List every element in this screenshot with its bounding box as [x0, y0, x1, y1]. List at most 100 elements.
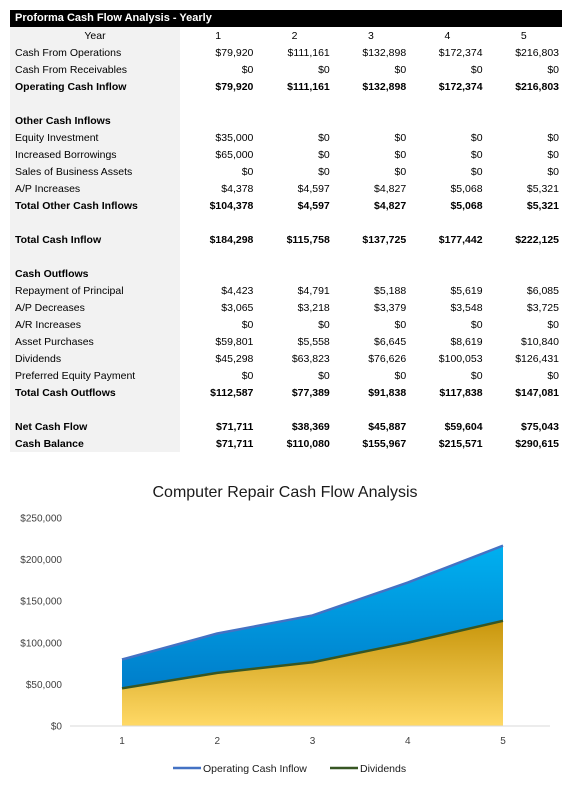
row-value: $104,378 [209, 199, 254, 212]
y-tick-label: $150,000 [20, 597, 62, 608]
spacer-row [10, 95, 562, 112]
row-value: $0 [547, 63, 559, 76]
row-label: Operating Cash Inflow [10, 78, 180, 95]
spacer-cell [409, 248, 485, 265]
table-row: Total Other Cash Inflows $104,378 $4,597 $4… [10, 197, 562, 214]
spacer-cell [10, 95, 180, 112]
row-value: $0 [394, 148, 407, 161]
table-row: Sales of Business Assets $0 $0 $0 $0 $0 [10, 163, 562, 180]
table-header-row: Year 1 2 3 4 5 [10, 27, 562, 44]
year-column-header: 1 [215, 29, 222, 42]
row-value: $4,791 [297, 284, 330, 297]
row-value: $0 [394, 318, 407, 331]
table-row: Total Cash Inflow $184,298 $115,758 $137,72… [10, 231, 562, 248]
row-value: $0 [318, 131, 330, 144]
row-value: $0 [241, 63, 254, 76]
chart-canvas: Computer Repair Cash Flow Analysis $0 $50,… [20, 484, 550, 775]
row-value [409, 112, 485, 129]
table-row: A/P Increases $4,378 $4,597 $4,827 $5,068 $5,… [10, 180, 562, 197]
row-label: Other Cash Inflows [10, 112, 180, 129]
row-label: Preferred Equity Payment [10, 367, 180, 384]
row-value: $0 [318, 369, 330, 382]
row-value: $0 [470, 369, 483, 382]
cash-flow-chart: Computer Repair Cash Flow Analysis $0 $50,… [0, 470, 570, 787]
row-value: $77,389 [291, 386, 330, 399]
table-row: Preferred Equity Payment $0 $0 $0 $0 $0 [10, 367, 562, 384]
spacer-cell [333, 95, 409, 112]
row-label: Total Cash Inflow [10, 231, 180, 248]
x-tick-label: 5 [500, 736, 506, 747]
row-label: Cash Balance [10, 435, 180, 452]
row-value: $0 [394, 63, 407, 76]
year-column-header: 3 [368, 29, 374, 42]
row-value: $4,378 [221, 182, 254, 195]
y-tick-label: $50,000 [26, 680, 63, 691]
spacer-row [10, 214, 562, 231]
row-value: $0 [470, 318, 483, 331]
legend-label: Dividends [360, 763, 406, 775]
row-value: $65,000 [215, 148, 254, 161]
row-value: $3,065 [221, 301, 254, 314]
row-label: A/R Increases [10, 316, 180, 333]
table-row: Repayment of Principal $4,423 $4,791 $5,188… [10, 282, 562, 299]
row-value: $290,615 [515, 437, 559, 450]
row-value: $132,898 [362, 80, 407, 93]
row-value: $0 [394, 369, 407, 382]
table-row: Total Cash Outflows $112,587 $77,389 $91,83… [10, 384, 562, 401]
row-value: $110,080 [286, 437, 330, 450]
row-value: $79,920 [215, 80, 254, 93]
row-value: $6,085 [526, 284, 559, 297]
row-label: A/P Decreases [10, 299, 180, 316]
row-value [486, 265, 562, 282]
table-row: Other Cash Inflows [10, 112, 562, 129]
row-value: $5,188 [374, 284, 407, 297]
row-value: $0 [547, 369, 559, 382]
row-value: $100,053 [438, 352, 483, 365]
table-row: Equity Investment $35,000 $0 $0 $0 $0 [10, 129, 562, 146]
row-value: $216,803 [515, 46, 559, 59]
row-value: $117,838 [439, 386, 483, 399]
row-label: Net Cash Flow [10, 418, 180, 435]
row-value: $5,068 [450, 182, 483, 195]
spacer-cell [333, 248, 409, 265]
row-value: $45,887 [368, 420, 407, 433]
row-value: $0 [547, 165, 559, 178]
row-value: $71,711 [216, 420, 254, 433]
cash-flow-table: Year 1 2 3 4 5 Cash From Operations $79,920 $111… [10, 27, 562, 452]
spacer-cell [256, 401, 332, 418]
row-value: $5,068 [450, 199, 483, 212]
row-value: $0 [470, 165, 483, 178]
row-value: $5,321 [526, 199, 559, 212]
row-value: $0 [241, 318, 254, 331]
row-value: $172,374 [438, 46, 483, 59]
x-tick-label: 2 [214, 736, 220, 747]
row-value: $35,000 [215, 131, 254, 144]
cash-flow-report: Proforma Cash Flow Analysis - Yearly Yea… [10, 10, 562, 452]
row-label: Total Other Cash Inflows [10, 197, 180, 214]
spacer-cell [333, 214, 409, 231]
row-value: $184,298 [209, 233, 254, 246]
row-value: $0 [547, 131, 559, 144]
row-value: $0 [470, 148, 483, 161]
row-value: $177,442 [438, 233, 483, 246]
row-value: $76,626 [368, 352, 407, 365]
row-value [256, 112, 332, 129]
row-value: $10,840 [521, 335, 559, 348]
spacer-cell [409, 401, 485, 418]
spacer-cell [333, 401, 409, 418]
row-value: $71,711 [216, 437, 254, 450]
table-row: Cash Outflows [10, 265, 562, 282]
row-value: $0 [318, 318, 330, 331]
series-line-0 [121, 544, 504, 661]
row-label: Total Cash Outflows [10, 384, 180, 401]
row-value: $155,967 [362, 437, 407, 450]
row-value: $0 [318, 148, 330, 161]
row-value: $0 [241, 165, 254, 178]
table-row: A/R Increases $0 $0 $0 $0 $0 [10, 316, 562, 333]
spacer-cell [180, 248, 256, 265]
row-value: $4,827 [374, 182, 407, 195]
row-value: $38,369 [291, 420, 330, 433]
row-value: $6,645 [374, 335, 407, 348]
year-column-header: 4 [444, 29, 451, 42]
row-value: $3,379 [374, 301, 407, 314]
